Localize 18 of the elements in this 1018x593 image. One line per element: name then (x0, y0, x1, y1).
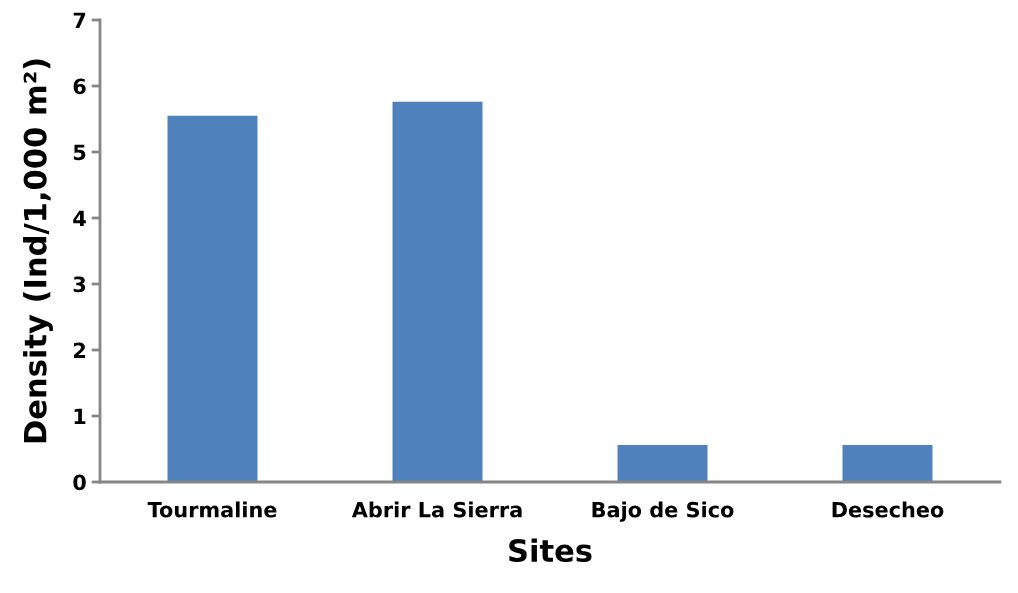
y-tick-label: 0 (73, 474, 86, 491)
bar (167, 115, 258, 482)
bar (842, 445, 933, 482)
y-tick-label: 2 (73, 342, 85, 358)
bar (392, 101, 483, 482)
x-tick-label: Abrir La Sierra (351, 501, 522, 518)
y-axis-title: Density (Ind/1,000 m²) (23, 59, 53, 443)
y-tick-label: 6 (73, 78, 86, 95)
x-axis-title: Sites (509, 538, 592, 563)
y-tick-label: 4 (73, 210, 86, 226)
x-tick-label: Desecheo (832, 501, 944, 518)
y-tick-label: 5 (73, 144, 86, 161)
x-tick-label: Tourmaline (147, 501, 277, 518)
bar (617, 445, 708, 482)
y-tick-label: 3 (73, 276, 86, 293)
x-tick-label: Bajo de Sico (592, 501, 734, 522)
y-tick-label: 7 (73, 12, 86, 28)
y-tick-label: 1 (74, 408, 86, 424)
